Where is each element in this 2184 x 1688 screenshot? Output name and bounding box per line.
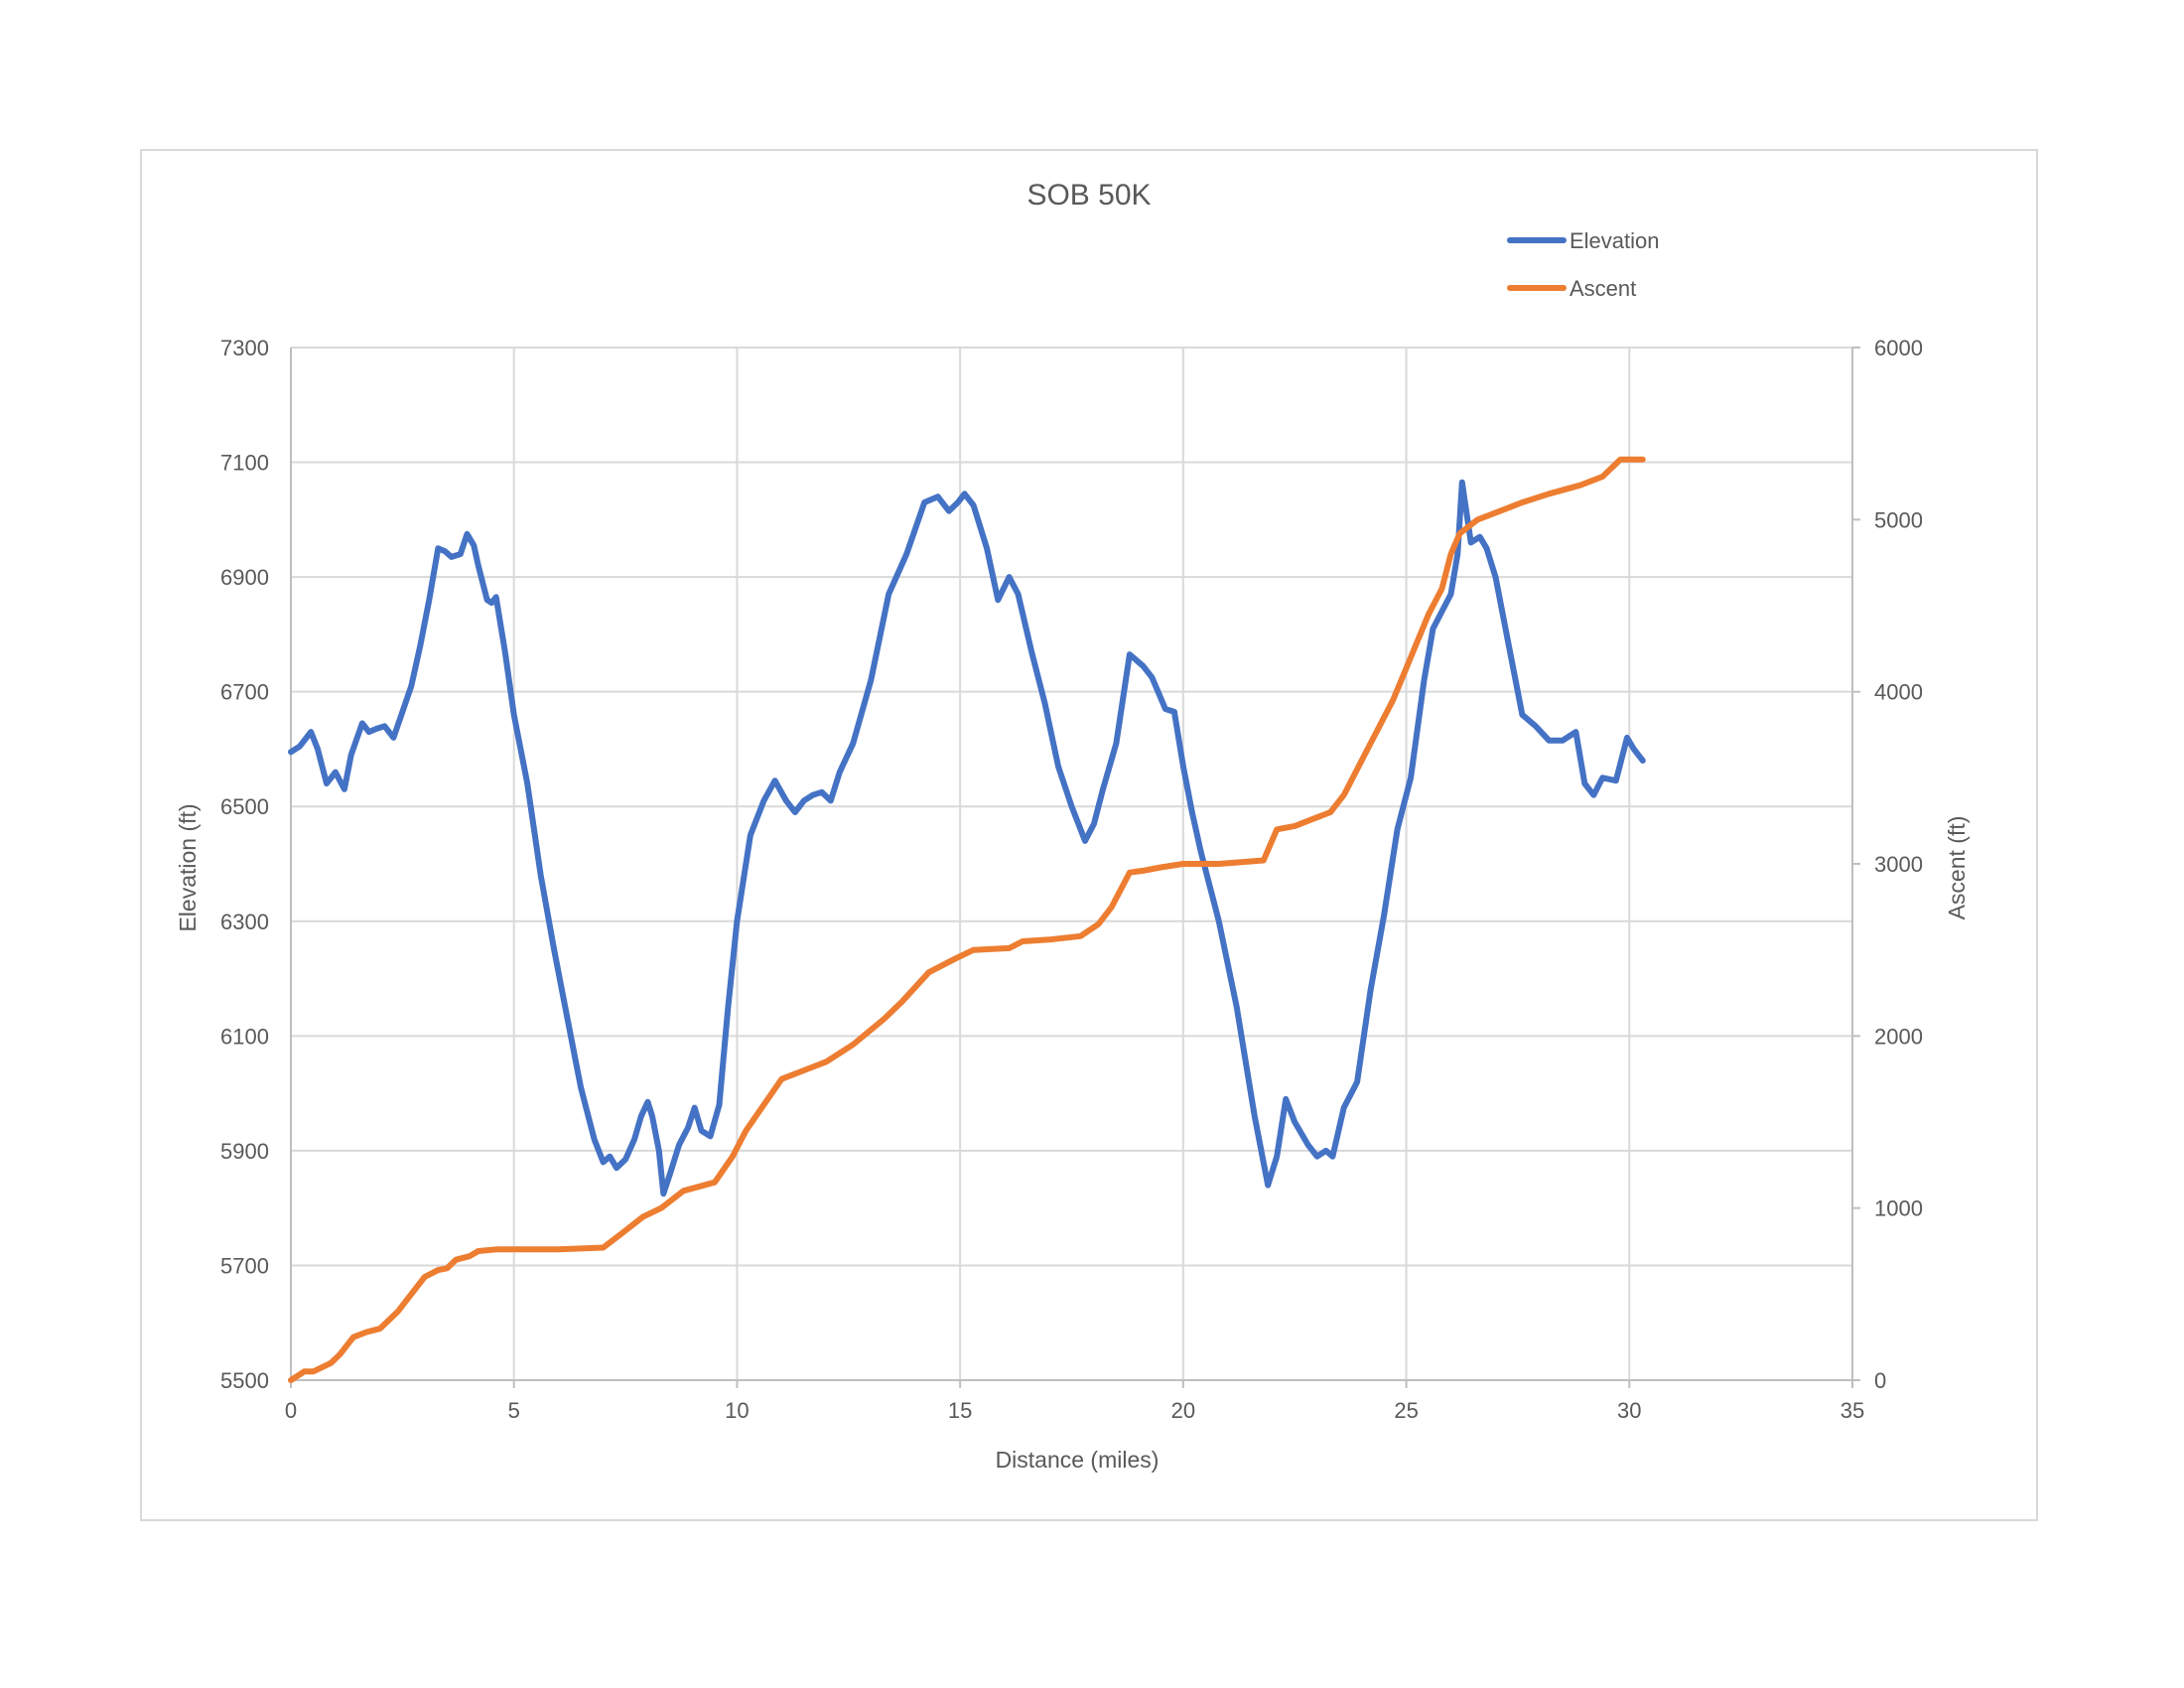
x-tick-label: 20 [1171,1398,1195,1423]
legend-label-ascent: Ascent [1570,276,1636,301]
x-tick-label: 25 [1394,1398,1418,1423]
y-tick-label: 7100 [220,451,269,476]
y2-tick-label: 4000 [1874,680,1923,705]
y-tick-label: 6100 [220,1024,269,1049]
legend-label-elevation: Elevation [1570,228,1660,253]
y-tick-label: 7300 [220,336,269,360]
y2-tick-label: 1000 [1874,1196,1923,1221]
chart-svg: 5500 5700 5900 6100 6300 6500 6700 6900 7100 7300… [175,179,1970,1473]
y2-axis-title: Ascent (ft) [1944,816,1970,920]
y2-tick-label: 5000 [1874,507,1923,532]
x-tick-label: 0 [285,1398,297,1423]
y-tick-label: 6500 [220,794,269,819]
x-tick-label: 10 [725,1398,749,1423]
chart-frame: 5500 5700 5900 6100 6300 6500 6700 6900 7100 7300… [140,149,2038,1521]
x-tick-label: 30 [1617,1398,1641,1423]
series-line-ascent [288,456,1646,1383]
y-tick-label: 5500 [220,1368,269,1393]
x-axis-title: Distance (miles) [996,1447,1160,1473]
legend: Elevation Ascent [1507,228,1660,301]
x-tick-label: 5 [508,1398,520,1423]
series-layer [288,456,1646,1383]
axis-layer: 5500 5700 5900 6100 6300 6500 6700 6900 7100 7300… [220,336,1923,1423]
x-tick-label: 15 [948,1398,972,1423]
y2-tick-label: 2000 [1874,1024,1923,1049]
series-line-elevation [288,479,1646,1197]
y-tick-label: 6900 [220,565,269,590]
y-tick-label: 6700 [220,680,269,705]
grid-layer [290,347,1853,1381]
y-tick-label: 5900 [220,1139,269,1164]
chart-title: SOB 50K [1026,179,1151,211]
y2-tick-label: 0 [1874,1368,1886,1393]
y-tick-label: 6300 [220,910,269,934]
y-axis-title: Elevation (ft) [175,803,201,931]
y2-tick-label: 6000 [1874,336,1923,360]
y-tick-label: 5700 [220,1253,269,1278]
y2-tick-label: 3000 [1874,852,1923,877]
x-tick-label: 35 [1841,1398,1864,1423]
